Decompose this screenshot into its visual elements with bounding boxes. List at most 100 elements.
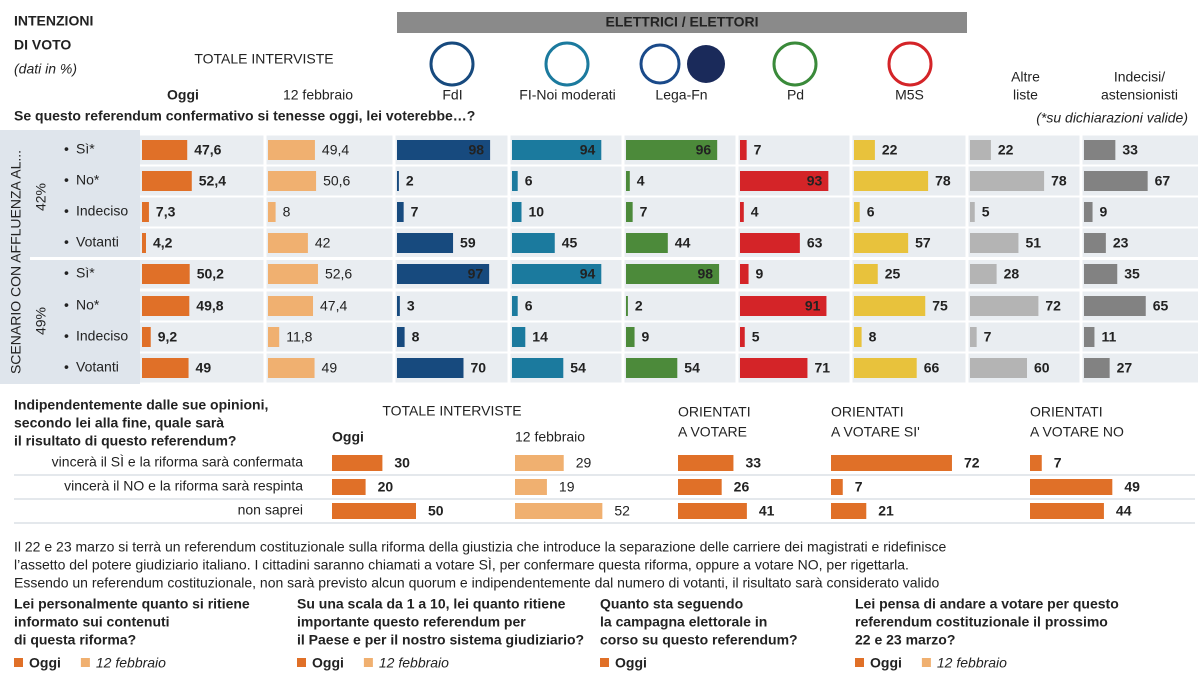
bar [332,503,416,519]
note: (*su dichiarazioni valide) [1036,110,1188,126]
column-header: Oggi [167,87,199,103]
bar [397,296,400,316]
bar [397,264,490,284]
bar [854,327,862,347]
value-label: 11,8 [286,329,312,345]
value-label: 20 [378,479,394,495]
bar [626,202,633,222]
row-bg [140,228,1198,258]
bullet: • [64,359,69,375]
value-label: 45 [562,235,578,251]
row-bg [140,322,1198,352]
value-label: 70 [471,360,487,376]
bar [515,503,603,519]
bar [142,233,146,253]
value-label: 7 [984,329,992,345]
question-title: Lei personalmente quanto si ritiene [14,596,250,612]
value-label: 6 [525,173,533,189]
bar [854,140,875,160]
column-header: ORIENTATI [678,404,751,420]
legend-swatch [855,658,864,667]
value-label: 21 [878,503,894,519]
value-label: 33 [1122,142,1138,158]
bar [142,202,149,222]
bar [1084,140,1116,160]
legend-swatch [80,658,90,667]
bullet: • [64,265,69,281]
value-label: 49 [196,360,212,376]
value-label: 60 [1034,360,1050,376]
bar [397,140,491,160]
bar [142,140,188,160]
voters-label: ELETTRICI / ELETTORI [606,14,759,30]
bar [678,479,722,495]
bar [397,327,405,347]
value-label: 97 [468,266,484,282]
footer-text: l’assetto del potere giudiziario italian… [14,557,909,573]
bullet: • [64,203,69,219]
value-label: 44 [1116,503,1132,519]
value-label: 98 [469,142,485,158]
value-label: 5 [982,204,990,220]
bar [970,171,1045,191]
value-label: 49 [322,360,338,376]
value-label: 49,4 [322,142,349,158]
bar [740,140,747,160]
value-label: 44 [675,235,691,251]
value-label: 4 [637,173,645,189]
column-header: 12 febbraio [515,429,585,445]
column-header: Altre [1011,69,1040,85]
bar [1084,264,1118,284]
value-label: 57 [915,235,931,251]
bar [1030,455,1042,471]
bar [512,358,564,378]
value-label: 49,8 [196,298,223,314]
value-label: 4,2 [153,235,173,251]
legend-swatch [921,658,931,667]
logo [687,45,725,83]
subtitle: (dati in %) [14,61,77,77]
bar [626,358,678,378]
value-label: 47,6 [194,142,221,158]
bar [142,264,190,284]
value-label: 7 [754,142,762,158]
bar [740,233,800,253]
value-label: 9 [642,329,650,345]
bar [854,171,929,191]
bar [970,233,1019,253]
column-header: M5S [895,87,924,103]
side-label: SCENARIO CON AFFLUENZA AL... [8,150,24,374]
row-label: No* [76,297,100,313]
bar [512,264,602,284]
bar [970,296,1039,316]
legend-swatch [297,658,306,667]
bar [1084,296,1146,316]
bullet: • [64,297,69,313]
value-label: 22 [882,142,898,158]
footer-text: Essendo un referendum costituzionale, no… [14,575,940,591]
bar [626,264,720,284]
bar [1084,327,1095,347]
value-label: 9 [756,266,764,282]
row-label: vincerà il NO e la riforma sarà respinta [64,478,303,494]
value-label: 54 [570,360,586,376]
row-label: non saprei [238,502,303,518]
bar [831,455,952,471]
bar [740,327,745,347]
value-label: 72 [1045,298,1061,314]
legend-label: 12 febbraio [379,655,449,671]
value-label: 5 [752,329,760,345]
logo [544,41,590,87]
bar [626,233,668,253]
bullet: • [64,172,69,188]
value-label: 75 [932,298,948,314]
value-label: 6 [525,298,533,314]
value-label: 52,4 [199,173,226,189]
bar [142,296,190,316]
question-title: referendum costituzionale il prossimo [855,614,1108,630]
logo [887,41,933,87]
question-title: Su una scala da 1 a 10, lei quanto ritie… [297,596,566,612]
total-label: TOTALE INTERVISTE [194,51,333,67]
value-label: 50 [428,503,444,519]
